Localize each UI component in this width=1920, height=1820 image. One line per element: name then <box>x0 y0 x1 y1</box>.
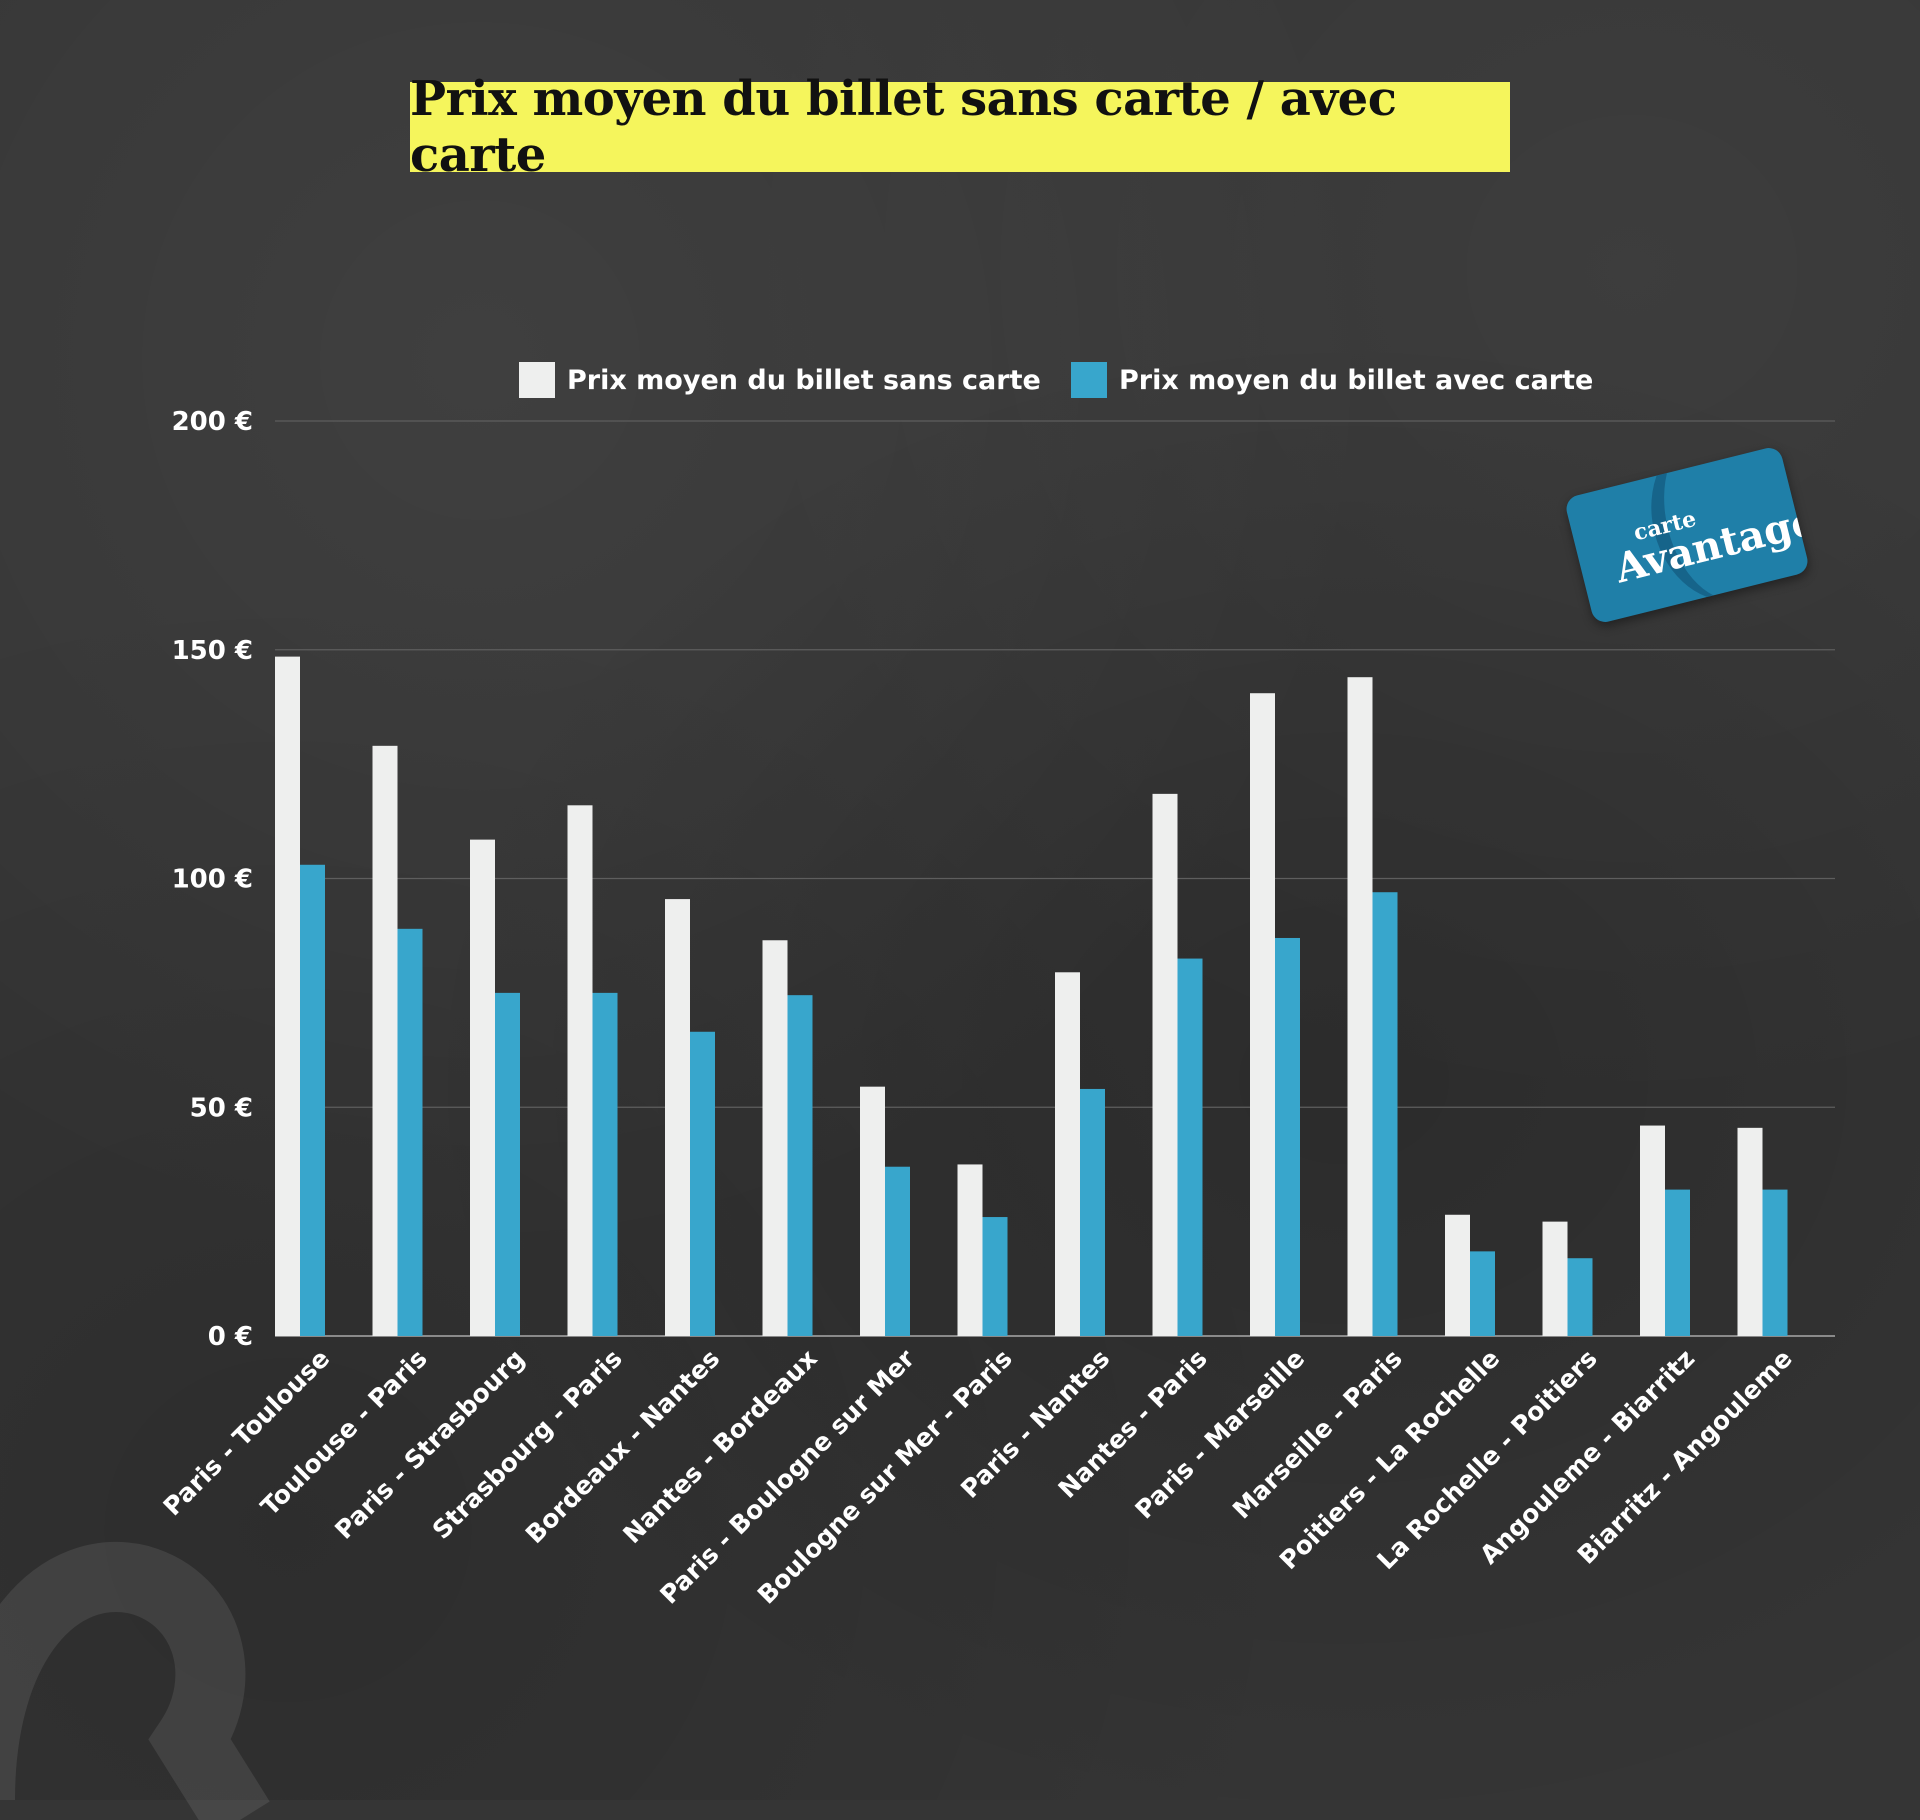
bar-sans-carte <box>1737 1127 1763 1336</box>
bar-sans-carte <box>470 839 495 1336</box>
bar-sans-carte <box>567 805 593 1336</box>
bar-avec-carte <box>300 864 325 1336</box>
bar-avec-carte <box>592 992 618 1336</box>
bar-avec-carte <box>1080 1088 1105 1336</box>
bar-sans-carte <box>1640 1125 1665 1336</box>
y-axis: 0 € 50 € 100 € 150 € 200 € <box>172 407 253 1352</box>
bar-avec-carte <box>1275 937 1300 1336</box>
legend: Prix moyen du billet sans carte Prix moye… <box>519 362 1593 398</box>
bar-avec-carte <box>397 928 423 1336</box>
bar-avec-carte <box>1567 1258 1593 1336</box>
x-tick-label: Toulouse - Paris <box>255 1344 433 1522</box>
legend-swatch-avec-carte <box>1071 362 1107 398</box>
bar-avec-carte <box>1177 958 1203 1336</box>
bar-avec-carte <box>1762 1189 1788 1336</box>
bar-avec-carte <box>690 1031 715 1336</box>
x-tick-label: Paris - Toulouse <box>158 1344 336 1522</box>
bar-sans-carte <box>1055 972 1080 1336</box>
bar-avec-carte <box>1372 892 1398 1336</box>
bar-sans-carte <box>860 1086 885 1336</box>
x-tick-label: Paris - Marseille <box>1129 1344 1310 1525</box>
bar-sans-carte <box>1542 1221 1568 1336</box>
bar-avec-carte <box>982 1217 1008 1336</box>
bar-avec-carte <box>495 992 520 1336</box>
y-tick-label: 0 € <box>208 1322 253 1352</box>
bar-sans-carte <box>762 940 788 1336</box>
y-tick-label: 150 € <box>172 636 253 666</box>
bar-sans-carte <box>1152 793 1178 1336</box>
x-tick-label: Paris - Strasbourg <box>329 1344 530 1545</box>
legend-label-avec-carte: Prix moyen du billet avec carte <box>1119 365 1593 396</box>
bar-sans-carte <box>372 745 398 1336</box>
y-tick-label: 50 € <box>190 1093 253 1123</box>
bar-avec-carte <box>787 995 813 1336</box>
bar-sans-carte <box>1347 677 1373 1336</box>
chart-title: Prix moyen du billet sans carte / avec c… <box>410 71 1397 183</box>
bar-sans-carte <box>1445 1214 1470 1336</box>
chart-title-box: Prix moyen du billet sans carte / avec c… <box>410 71 1510 183</box>
x-tick-label: Nantes - Bordeaux <box>617 1344 822 1549</box>
x-tick-label: Strasbourg - Paris <box>427 1344 628 1545</box>
bar-sans-carte <box>1250 693 1275 1336</box>
bar-sans-carte <box>957 1164 983 1336</box>
bar-sans-carte <box>275 656 300 1336</box>
x-tick-label: Bordeaux - Nantes <box>520 1344 725 1549</box>
bar-avec-carte <box>885 1166 910 1336</box>
y-tick-label: 100 € <box>172 865 253 895</box>
x-tick-label: Marseille - Paris <box>1227 1344 1408 1525</box>
legend-swatch-sans-carte <box>519 362 555 398</box>
legend-label-sans-carte: Prix moyen du billet sans carte <box>567 365 1041 396</box>
brand-watermark-icon <box>0 1542 270 1820</box>
bar-avec-carte <box>1665 1189 1690 1336</box>
bar-sans-carte <box>665 899 690 1336</box>
bar-avec-carte <box>1470 1251 1495 1336</box>
y-tick-label: 200 € <box>172 407 253 437</box>
bars <box>275 656 1788 1336</box>
